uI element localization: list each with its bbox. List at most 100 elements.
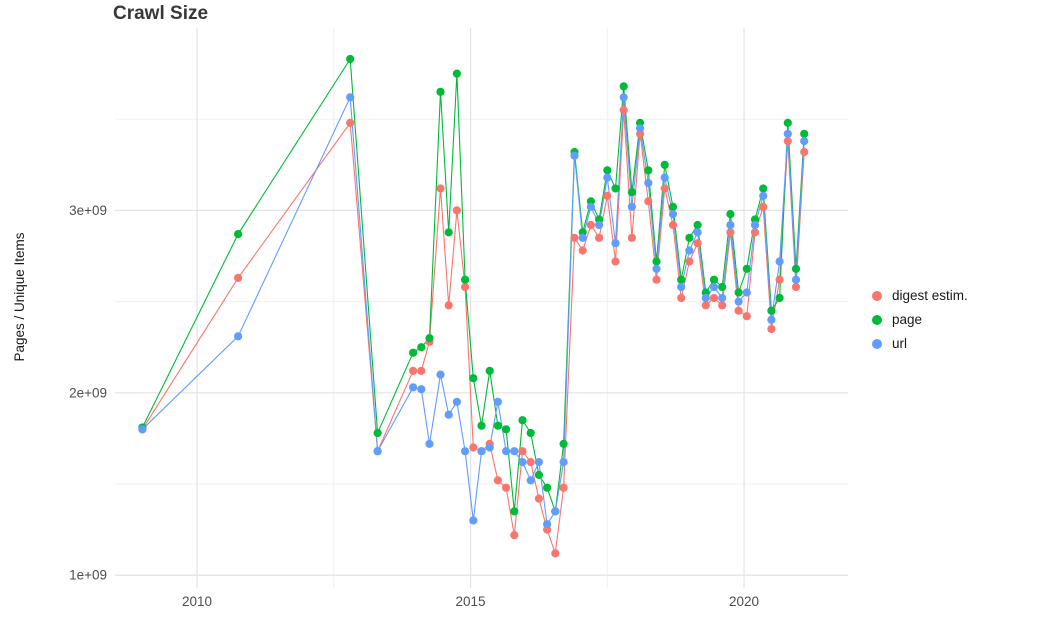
- data-point: [578, 246, 587, 255]
- data-point: [518, 416, 527, 425]
- data-point: [526, 428, 535, 438]
- data-point: [709, 282, 719, 292]
- data-point: [791, 264, 801, 273]
- data-point: [502, 447, 511, 456]
- series-line-page: [141, 58, 805, 512]
- chart-title: Crawl Size: [113, 3, 209, 24]
- data-point: [559, 483, 568, 492]
- data-point: [734, 288, 743, 297]
- data-point: [800, 129, 809, 138]
- data-point: [510, 531, 519, 540]
- data-point: [425, 334, 434, 343]
- data-point: [767, 324, 776, 334]
- data-point: [570, 151, 579, 160]
- data-point: [477, 421, 486, 430]
- data-point: [373, 447, 382, 456]
- data-point: [726, 228, 735, 237]
- data-point: [644, 166, 653, 175]
- data-point: [477, 447, 486, 456]
- data-point: [346, 93, 355, 102]
- data-point: [409, 348, 418, 357]
- data-point: [791, 282, 801, 292]
- data-point: [767, 306, 776, 315]
- data-point: [750, 220, 760, 230]
- legend: digest estim. page url: [872, 288, 968, 351]
- data-point: [759, 191, 768, 200]
- data-point: [800, 147, 809, 157]
- y-axis-tick-label: 3e+09: [69, 203, 107, 218]
- legend-key-url-icon: [872, 338, 882, 349]
- data-point: [452, 206, 461, 215]
- data-point: [767, 315, 776, 324]
- data-point: [636, 124, 645, 133]
- data-point: [709, 293, 719, 303]
- data-point: [510, 447, 519, 456]
- data-point: [619, 106, 628, 115]
- data-point: [701, 301, 710, 310]
- data-point: [742, 288, 751, 297]
- data-point: [644, 197, 653, 206]
- data-point: [668, 202, 678, 211]
- data-point: [693, 239, 702, 248]
- data-point: [570, 233, 579, 242]
- data-point: [436, 184, 445, 193]
- data-point: [726, 220, 735, 230]
- legend-item-digest-estim: digest estim.: [872, 288, 968, 303]
- data-point: [644, 178, 653, 188]
- series-line-url: [142, 96, 805, 525]
- data-point: [526, 458, 535, 467]
- data-point: [775, 275, 784, 284]
- data-point: [534, 494, 544, 503]
- data-point: [518, 458, 527, 467]
- data-point: [660, 173, 669, 182]
- data-point: [485, 366, 494, 375]
- data-point: [461, 275, 470, 284]
- data-point: [461, 282, 470, 292]
- data-point: [510, 507, 519, 516]
- legend-key-digest-icon: [872, 290, 882, 301]
- data-point: [461, 447, 470, 456]
- data-point: [469, 516, 478, 525]
- data-point: [734, 297, 743, 306]
- data-point: [586, 202, 596, 211]
- data-point: [668, 210, 678, 219]
- data-point: [619, 82, 628, 91]
- data-point: [417, 343, 426, 352]
- data-point: [652, 257, 661, 266]
- data-point: [742, 264, 751, 273]
- data-point: [759, 202, 768, 211]
- data-point: [493, 397, 502, 406]
- x-axis-tick-label: 2015: [456, 594, 486, 609]
- data-point: [709, 275, 719, 284]
- y-axis-title: Pages / Unique Items: [12, 232, 27, 362]
- data-point: [595, 220, 604, 230]
- data-point: [138, 425, 147, 434]
- data-point: [493, 476, 502, 485]
- data-point: [800, 137, 809, 146]
- data-point: [693, 228, 702, 237]
- data-point: [417, 385, 426, 394]
- data-point: [559, 458, 568, 467]
- series-line-digest-estim-: [141, 109, 805, 554]
- data-point: [469, 443, 478, 452]
- data-point: [734, 306, 743, 315]
- y-axis-tick-label: 1e+09: [69, 568, 107, 583]
- data-point: [409, 366, 418, 375]
- legend-item-page: page: [872, 312, 968, 327]
- x-axis-tick-label: 2020: [729, 594, 759, 609]
- data-point: [234, 273, 243, 282]
- data-point: [502, 425, 511, 434]
- data-point: [436, 87, 445, 96]
- data-point: [783, 137, 792, 146]
- data-point: [444, 301, 453, 310]
- data-point: [685, 233, 694, 242]
- y-axis-tick-label: 2e+09: [69, 385, 107, 400]
- data-point: [518, 447, 527, 456]
- data-point: [677, 282, 686, 292]
- data-point: [551, 507, 560, 516]
- data-point: [444, 410, 453, 419]
- legend-item-url: url: [872, 336, 968, 351]
- data-point: [409, 383, 418, 392]
- data-point: [791, 275, 801, 284]
